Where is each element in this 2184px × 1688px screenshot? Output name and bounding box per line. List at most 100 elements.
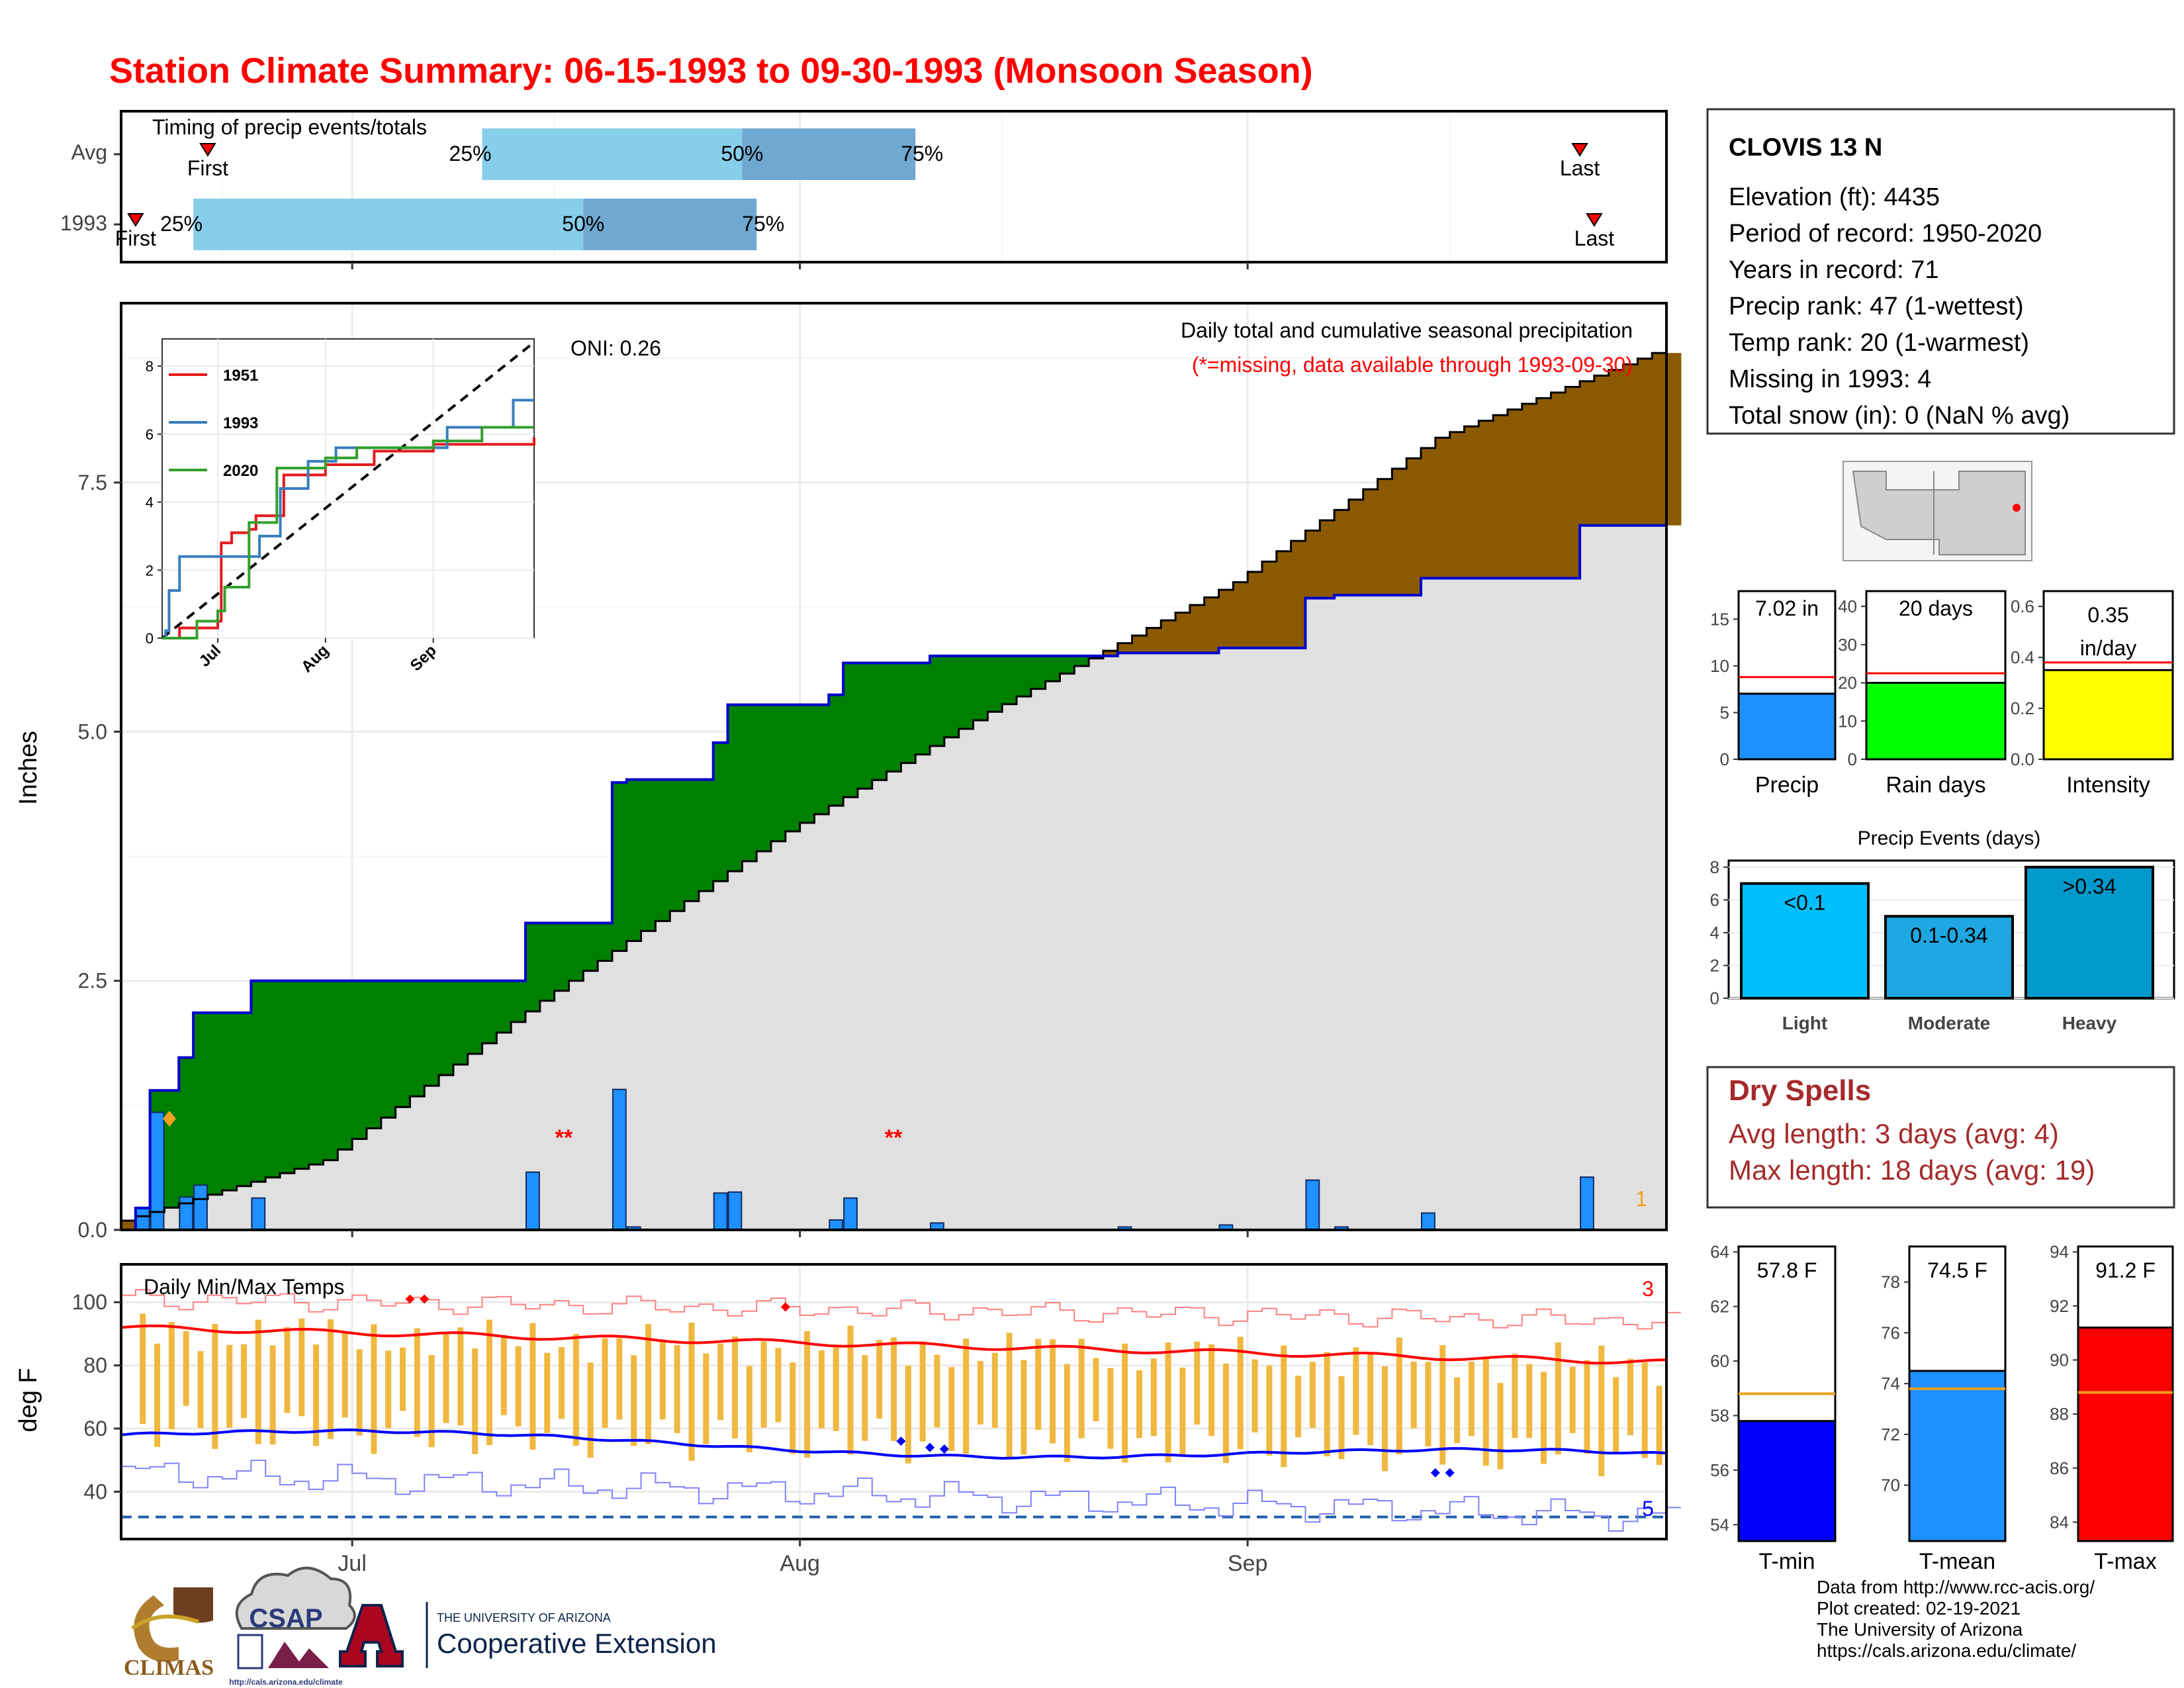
temp-bar-ytick-label: 54 bbox=[1710, 1515, 1729, 1534]
missing-mark-jul: ** bbox=[555, 1125, 573, 1150]
below-average-segment bbox=[1623, 364, 1638, 526]
below-average-segment bbox=[1551, 392, 1566, 579]
below-average-segment bbox=[1522, 404, 1537, 579]
inset-legend-label: 2020 bbox=[223, 462, 258, 480]
below-average-segment bbox=[1377, 479, 1392, 596]
timing-label-50: 50% bbox=[562, 212, 604, 236]
summary-bar-ytick-label: 5 bbox=[1720, 702, 1729, 722]
below-average-segment bbox=[1435, 438, 1451, 579]
above-average-segment bbox=[814, 704, 829, 815]
above-average-segment bbox=[338, 980, 353, 1150]
events-category-label: Heavy bbox=[2062, 1013, 2117, 1033]
footer-line: Data from http://www.rcc-acis.org/ bbox=[1817, 1577, 2095, 1597]
below-average-segment bbox=[1320, 520, 1335, 598]
above-average-segment bbox=[872, 663, 887, 780]
timing-marker-first bbox=[127, 213, 144, 227]
summary-bar-label: Rain days bbox=[1886, 773, 1985, 798]
above-average-segment bbox=[236, 1012, 252, 1186]
inset-xtick-label: Aug bbox=[298, 641, 332, 676]
avg-cumulative-line bbox=[121, 352, 1666, 1222]
events-bar-label: 0.1-0.34 bbox=[1910, 923, 1987, 947]
csap-logo-text: CSAP bbox=[249, 1604, 322, 1633]
record-low-marker bbox=[939, 1444, 949, 1454]
temp-bar-ytick-label: 76 bbox=[1881, 1323, 1900, 1342]
dry-spells-title: Dry Spells bbox=[1729, 1074, 1871, 1107]
below-average-segment bbox=[1233, 582, 1248, 648]
events-bar-heavy bbox=[2025, 865, 2154, 1000]
temp-bar-label: T-max bbox=[2094, 1549, 2156, 1574]
below-average-segment bbox=[1493, 415, 1508, 579]
temp-min-count: 5 bbox=[1642, 1497, 1654, 1521]
above-average-segment bbox=[756, 704, 772, 851]
dry-spells-box: Dry Spells Avg length: 3 days (avg: 4) M… bbox=[1706, 1066, 2175, 1209]
temp-ytick-label: 60 bbox=[83, 1417, 107, 1440]
record-low-marker bbox=[1445, 1468, 1455, 1477]
below-average-segment bbox=[1406, 458, 1422, 596]
station-name: CLOVIS 13 N bbox=[1729, 134, 1882, 162]
below-average-segment bbox=[1146, 628, 1161, 653]
above-average-segment bbox=[958, 655, 974, 729]
below-average-segment bbox=[1637, 358, 1653, 526]
record-high-marker bbox=[780, 1302, 790, 1312]
observed-cumulative-line bbox=[121, 524, 1666, 1231]
above-average-segment bbox=[987, 655, 1003, 712]
above-average-segment bbox=[179, 1057, 194, 1203]
summary-bar-label: Intensity bbox=[2066, 773, 2150, 798]
temp-bar-label: T-mean bbox=[1919, 1549, 1995, 1574]
summary-bar-ytick-label: 0 bbox=[1720, 749, 1729, 769]
events-category-label: Light bbox=[1782, 1013, 1827, 1033]
below-average-segment bbox=[1117, 643, 1133, 653]
events-bar-label: <0.1 bbox=[1784, 891, 1825, 915]
inset-ytick-label: 6 bbox=[146, 426, 154, 443]
above-average-segment bbox=[308, 980, 324, 1165]
above-average-segment bbox=[251, 980, 266, 1182]
summary-bar-label: Precip bbox=[1755, 773, 1819, 798]
summary-bar-ytick-label: 0 bbox=[1848, 749, 1857, 769]
temp-bar-value: 91.2 F bbox=[2095, 1258, 2156, 1282]
temp-bar-label: T-min bbox=[1759, 1549, 1815, 1574]
above-average-segment bbox=[410, 980, 425, 1097]
above-average-segment bbox=[511, 980, 526, 1022]
record-low-line bbox=[121, 1460, 1681, 1532]
climas-logo: CLIMAS bbox=[124, 1587, 214, 1680]
above-average-segment bbox=[381, 980, 396, 1118]
above-average-segment bbox=[944, 655, 960, 737]
footer-credits: Data from http://www.rcc-acis.org/ Plot … bbox=[1817, 1577, 2095, 1662]
summary-bar-fill bbox=[1865, 682, 2007, 761]
inset-ytick-label: 4 bbox=[146, 494, 154, 511]
inset-ytick-label: 2 bbox=[146, 562, 154, 579]
timing-label-first: First bbox=[187, 156, 228, 180]
footer-line: The University of Arizona bbox=[1817, 1619, 2023, 1640]
x-axis-tick-label: Sep bbox=[1228, 1551, 1268, 1576]
station-info-box: CLOVIS 13 N Elevation (ft): 4435 Period o… bbox=[1706, 108, 2175, 435]
above-average-segment bbox=[1016, 655, 1032, 697]
below-average-segment bbox=[1261, 561, 1277, 648]
below-average-segment bbox=[1218, 590, 1234, 648]
timing-row-label-avg: Avg bbox=[71, 140, 107, 164]
below-average-segment bbox=[1536, 398, 1552, 579]
missing-mark-aug: ** bbox=[885, 1125, 903, 1150]
temp-max-count: 3 bbox=[1642, 1277, 1654, 1301]
temp-ytick-label: 80 bbox=[83, 1354, 107, 1378]
temp-bar-ytick-label: 92 bbox=[2050, 1296, 2069, 1316]
temp-bar-ytick-label: 56 bbox=[1710, 1460, 1729, 1480]
timing-row-label-year: 1993 bbox=[60, 211, 107, 235]
summary-bar-ytick-label: 10 bbox=[1710, 656, 1729, 676]
below-average-segment bbox=[1421, 447, 1436, 579]
temp-bar-ytick-label: 78 bbox=[1881, 1272, 1900, 1292]
below-average-segment bbox=[121, 1220, 136, 1230]
main-ytick-label: 2.5 bbox=[78, 969, 107, 993]
temp-bar-ytick-label: 62 bbox=[1710, 1297, 1729, 1317]
above-average-segment bbox=[742, 704, 757, 862]
above-average-segment bbox=[713, 742, 729, 882]
above-average-segment bbox=[482, 980, 497, 1043]
above-average-segment bbox=[612, 782, 627, 951]
above-average-segment bbox=[684, 779, 700, 902]
below-average-segment bbox=[1392, 469, 1407, 596]
temp-bar-t-max: 84 86 88 90 92 94 91.2 F T-max bbox=[2050, 1242, 2174, 1574]
inset-ytick-label: 8 bbox=[146, 358, 154, 375]
below-average-segment bbox=[1507, 409, 1523, 579]
above-average-segment bbox=[467, 980, 483, 1055]
timing-label-last: Last bbox=[1560, 156, 1600, 180]
